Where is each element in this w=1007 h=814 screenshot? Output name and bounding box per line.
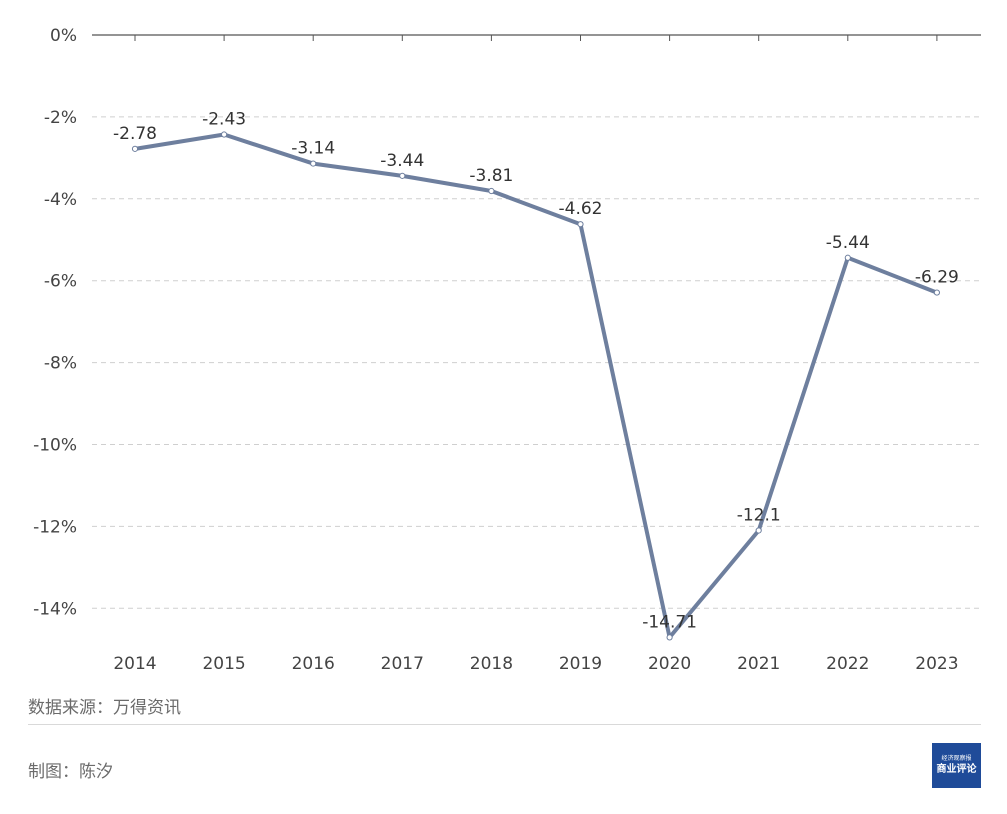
x-axis: 2014 2015 2016 2017 2018 2019 2020 2021 2022 2023	[113, 35, 959, 674]
chart-author-text: 制图：陈汐	[28, 762, 113, 782]
data-point	[221, 131, 228, 138]
data-point	[131, 145, 139, 152]
series-line	[133, 132, 939, 640]
x-tick-label: 2022	[826, 654, 869, 674]
logo-main-text: 商业评论	[936, 764, 977, 775]
x-tick-label: 2021	[737, 654, 780, 674]
data-point	[755, 527, 762, 534]
data-label: -2.43	[202, 110, 246, 130]
data-point	[577, 221, 584, 228]
data-label: -5.44	[826, 233, 870, 253]
x-tick-label: 2020	[648, 654, 691, 674]
data-labels: -2.78 -2.43 -3.14 -3.44 -3.81 -4.62 -14.71 -12.…	[113, 110, 959, 633]
y-tick-label: 0%	[50, 26, 77, 46]
y-axis: 0% -2% -4% -6% -8% -10% -12% -14%	[33, 26, 77, 619]
y-tick-label: -4%	[44, 190, 77, 210]
y-tick-label: -6%	[44, 272, 77, 292]
y-tick-label: -14%	[33, 599, 77, 619]
data-point	[933, 289, 941, 296]
data-label: -12.1	[737, 505, 781, 525]
y-tick-label: -10%	[33, 436, 77, 456]
data-label: -3.44	[380, 151, 424, 171]
x-tick-label: 2018	[470, 654, 513, 674]
x-tick-label: 2023	[915, 654, 958, 674]
x-tick-label: 2019	[559, 654, 602, 674]
series-polyline	[133, 132, 939, 640]
data-point	[666, 634, 673, 641]
logo-top-text: 经济观察报	[941, 755, 972, 762]
data-point	[488, 187, 495, 195]
publisher-logo: 经济观察报 商业评论	[932, 743, 981, 788]
data-source-text: 数据来源：万得资讯	[28, 698, 181, 718]
x-tick-label: 2017	[381, 654, 424, 674]
data-label: -14.71	[642, 612, 697, 632]
data-label: -2.78	[113, 124, 157, 144]
footer-divider	[28, 724, 981, 725]
y-tick-label: -12%	[33, 517, 77, 537]
data-label: -6.29	[915, 268, 959, 288]
x-tick-label: 2016	[292, 654, 335, 674]
data-point	[399, 172, 406, 179]
data-label: -3.14	[291, 139, 335, 159]
y-tick-label: -8%	[44, 354, 77, 374]
data-point	[844, 254, 851, 261]
x-tick-label: 2014	[113, 654, 156, 674]
data-label: -4.62	[559, 199, 603, 219]
data-points	[131, 131, 941, 641]
x-tick-label: 2015	[202, 654, 245, 674]
data-point	[310, 160, 317, 167]
data-label: -3.81	[469, 166, 513, 186]
y-tick-label: -2%	[44, 108, 77, 128]
line-chart: 0%-2%-4%-6%-8%-10%-12%-14% 2014 2015 2016 2…	[33, 26, 981, 674]
grid-lines	[92, 34, 981, 609]
